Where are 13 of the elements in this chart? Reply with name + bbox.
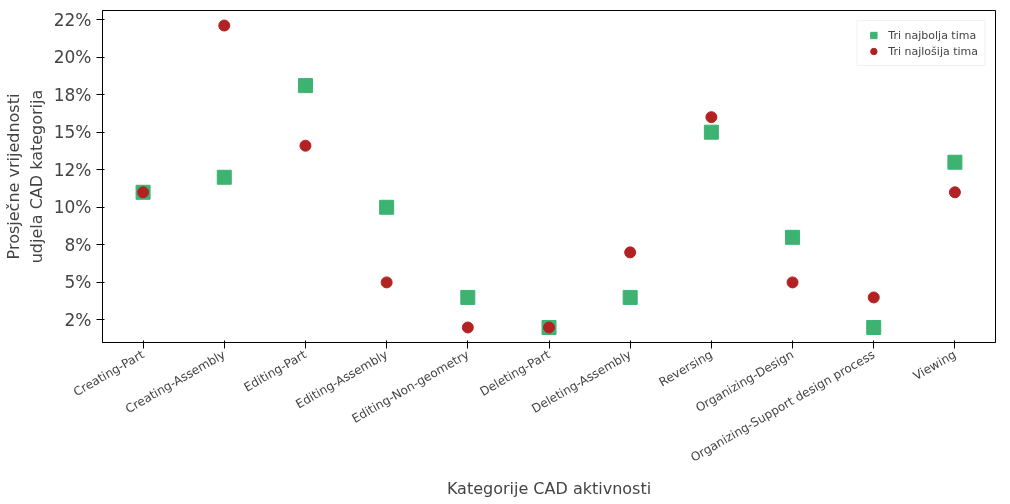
y-tick-label: 8% (64, 234, 92, 255)
legend-label: Tri najlošija tima (888, 43, 978, 59)
x-axis-title: Kategorije CAD aktivnosti (446, 478, 652, 498)
y-tick-label: 18% (53, 84, 92, 105)
y-tick-label: 5% (64, 272, 92, 293)
legend-label: Tri najbolja tima (888, 27, 977, 43)
y-tick-label: 22% (53, 9, 92, 30)
y-tick-label: 12% (53, 159, 92, 180)
y-tick-label: 15% (53, 122, 92, 143)
y-tick-label: 2% (64, 309, 92, 330)
y-tick-label: 10% (53, 197, 92, 218)
y-axis-title: Prosječne vrijednosti udjela CAD kategorija (3, 89, 46, 264)
y-tick-label: 20% (53, 47, 92, 68)
